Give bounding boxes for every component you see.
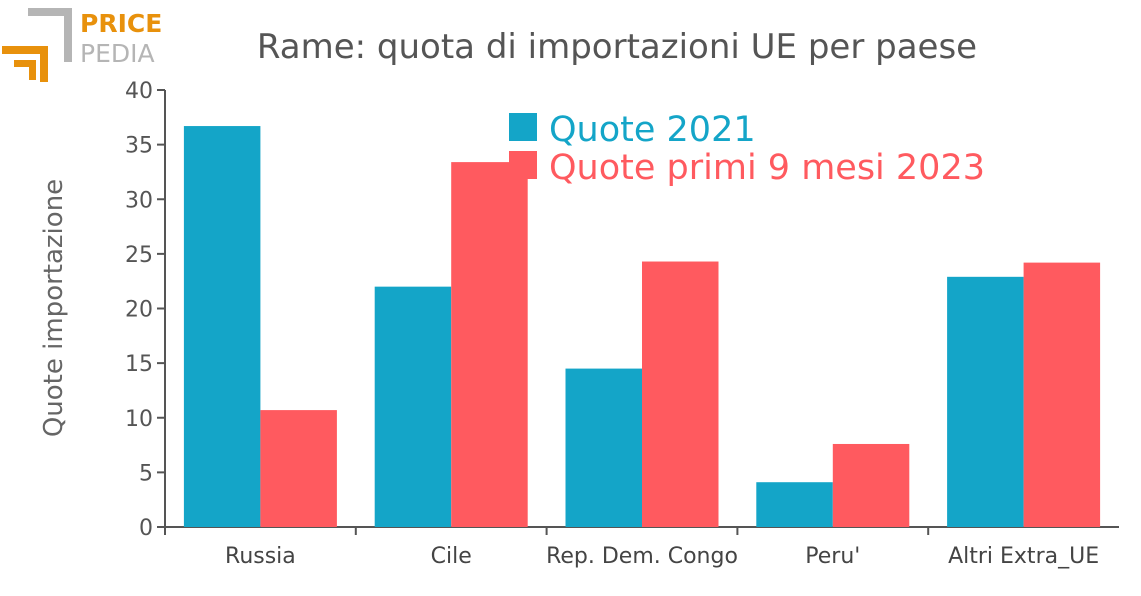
logo-orange-bracket-mark-small bbox=[14, 60, 36, 80]
bar-series2-1 bbox=[451, 162, 528, 528]
legend-swatch bbox=[509, 151, 537, 179]
legend-entry-label: Quote 2021 bbox=[549, 110, 756, 150]
x-tick-label: Cile bbox=[431, 544, 472, 569]
legend-entry-label: Quote primi 9 mesi 2023 bbox=[549, 148, 985, 188]
x-tick-label: Peru' bbox=[805, 544, 860, 569]
y-tick-label: 30 bbox=[125, 188, 153, 213]
x-tick-labels: Russia Cile Rep. Dem. Congo Peru' Altri Extr… bbox=[164, 527, 1099, 569]
bar-series1-4 bbox=[947, 276, 1024, 527]
x-tick-label: Rep. Dem. Congo bbox=[546, 544, 738, 569]
bar-series1-1 bbox=[374, 286, 452, 527]
bar-series2-2 bbox=[642, 261, 719, 527]
y-tick-label: 10 bbox=[125, 407, 153, 432]
y-tick-label: 20 bbox=[125, 298, 153, 323]
y-tick-label: 0 bbox=[139, 516, 153, 541]
y-ticks: 0 5 10 15 20 25 30 35 40 bbox=[125, 79, 165, 541]
logo-orange-bracket-mark bbox=[2, 46, 48, 82]
y-tick-label: 40 bbox=[125, 79, 153, 104]
bar-series2-3 bbox=[832, 443, 910, 527]
y-tick-label: 5 bbox=[139, 461, 153, 486]
bar-series1-2 bbox=[565, 368, 642, 527]
bar-series2-0 bbox=[260, 410, 337, 527]
logo-text-pedia: PEDIA bbox=[80, 39, 155, 68]
bars bbox=[183, 126, 1101, 528]
logo-text-price: PRICE bbox=[80, 9, 162, 38]
x-tick-label: Russia bbox=[225, 544, 296, 569]
logo-gray-bracket-mark bbox=[28, 8, 72, 62]
pricepedia-logo: PRICE PEDIA bbox=[2, 8, 162, 82]
y-tick-label: 25 bbox=[125, 243, 153, 268]
y-axis-label: Quote importazione bbox=[39, 179, 69, 437]
bar-series1-0 bbox=[183, 126, 261, 528]
chart-title: Rame: quota di importazioni UE per paese bbox=[257, 27, 977, 67]
bar-series1-3 bbox=[756, 482, 833, 527]
y-tick-label: 15 bbox=[125, 352, 153, 377]
y-tick-label: 35 bbox=[125, 134, 153, 159]
x-tick-label: Altri Extra_UE bbox=[948, 544, 1099, 569]
bar-series2-4 bbox=[1023, 262, 1101, 527]
legend-swatch bbox=[509, 113, 537, 141]
